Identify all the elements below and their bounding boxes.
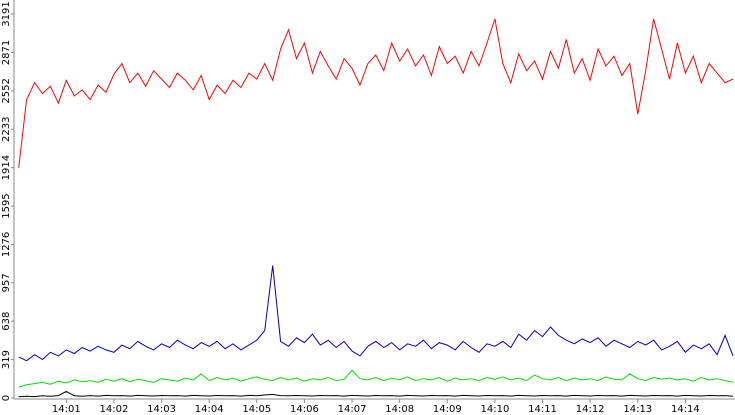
x-tick-label: 14:09 bbox=[433, 404, 462, 415]
x-tick-label: 14:02 bbox=[100, 404, 129, 415]
y-tick-label: 2552 bbox=[1, 78, 12, 103]
x-tick-label: 14:14 bbox=[671, 404, 700, 415]
y-tick-label: 638 bbox=[1, 312, 12, 331]
y-tick-label: 0 bbox=[1, 395, 12, 401]
series-line bbox=[18, 369, 734, 388]
y-tick-label: 2233 bbox=[1, 117, 12, 142]
x-tick-label: 14:03 bbox=[147, 404, 176, 415]
x-tick-label: 14:08 bbox=[385, 404, 414, 415]
y-tick-label: 3191 bbox=[1, 1, 12, 26]
x-tick-label: 14:11 bbox=[528, 404, 557, 415]
y-tick-label: 2871 bbox=[1, 40, 12, 65]
y-tick-label: 1914 bbox=[1, 155, 12, 180]
x-tick-label: 14:05 bbox=[242, 404, 271, 415]
y-tick-label: 1276 bbox=[1, 232, 12, 257]
x-tick-label: 14:07 bbox=[338, 404, 367, 415]
x-tick-label: 14:12 bbox=[576, 404, 605, 415]
series-line bbox=[18, 265, 734, 362]
x-tick-label: 14:04 bbox=[195, 404, 224, 415]
x-tick-label: 14:13 bbox=[623, 404, 652, 415]
y-tick-label: 1595 bbox=[1, 193, 12, 218]
y-tick-label: 957 bbox=[1, 273, 12, 292]
y-tick-label: 319 bbox=[1, 350, 12, 369]
x-tick-label: 14:01 bbox=[52, 404, 81, 415]
series-line bbox=[18, 18, 734, 168]
x-tick-label: 14:06 bbox=[290, 404, 319, 415]
x-tick-label: 14:10 bbox=[480, 404, 509, 415]
series-line bbox=[18, 390, 734, 398]
